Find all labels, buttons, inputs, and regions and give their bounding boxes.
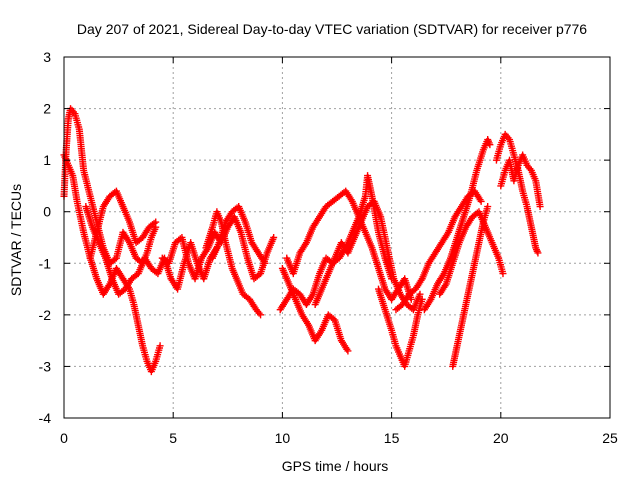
plus-marker — [270, 234, 278, 241]
y-axis-label: SDTVAR / TECUs — [8, 184, 24, 296]
plus-marker — [486, 141, 494, 149]
x-axis-label: GPS time / hours — [282, 458, 389, 474]
plus-marker — [532, 246, 540, 254]
plus-marker — [152, 218, 160, 226]
series-track-15 — [436, 208, 507, 298]
plus-marker — [477, 197, 485, 205]
series-track-16 — [449, 203, 492, 370]
axis-ticks — [63, 56, 611, 419]
x-tick-labels: 0 5 10 15 20 25 — [60, 430, 618, 446]
y-tick-label: -3 — [39, 358, 52, 374]
x-tick-label: 10 — [275, 430, 291, 446]
plus-marker — [484, 203, 492, 211]
plus-marker — [344, 347, 352, 355]
y-tick-label: 0 — [43, 204, 51, 220]
series-track-9 — [278, 264, 352, 355]
series-track-12 — [374, 285, 426, 370]
x-tick-label: 15 — [384, 430, 400, 446]
x-tick-label: 0 — [60, 430, 68, 446]
series-track-14 — [420, 136, 494, 314]
series-track-17 — [492, 130, 542, 257]
x-tick-label: 20 — [493, 430, 509, 446]
data-points — [60, 105, 544, 376]
plus-marker — [156, 342, 164, 350]
y-tick-label: 1 — [43, 152, 51, 168]
plot-frame — [63, 56, 611, 419]
y-tick-label: -1 — [39, 255, 52, 271]
plus-marker — [418, 295, 426, 303]
plus-marker — [534, 249, 542, 257]
y-tick-label: -2 — [39, 307, 52, 323]
x-tick-label: 5 — [169, 430, 177, 446]
plus-marker — [257, 311, 265, 319]
series-track-4 — [86, 187, 160, 262]
plus-marker — [536, 203, 544, 211]
plus-marker — [416, 290, 424, 298]
y-tick-label: 2 — [43, 101, 51, 117]
plus-marker — [261, 259, 269, 267]
series-track-7 — [209, 203, 269, 267]
x-tick-label: 25 — [602, 430, 618, 446]
y-tick-label: -4 — [39, 410, 52, 426]
series-track-18 — [497, 151, 544, 211]
chart-title: Day 207 of 2021, Sidereal Day-to-day VTE… — [77, 21, 587, 37]
y-tick-labels: -4 -3 -2 -1 0 1 2 3 — [39, 49, 52, 426]
y-tick-label: 3 — [43, 49, 51, 65]
plus-marker — [499, 270, 507, 278]
